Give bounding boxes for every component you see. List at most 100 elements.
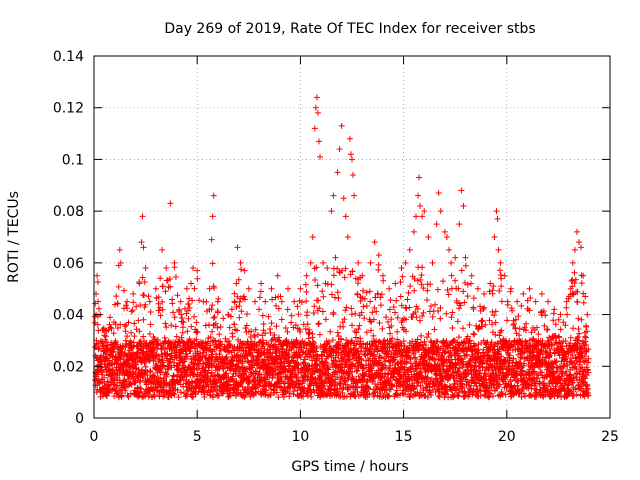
data-point: [107, 352, 114, 359]
data-point: [406, 246, 413, 253]
data-point: [245, 373, 252, 380]
data-point: [387, 297, 394, 304]
data-point: [557, 311, 564, 318]
data-point: [361, 315, 368, 322]
data-point: [286, 393, 293, 400]
data-point: [124, 298, 131, 305]
data-point: [315, 320, 322, 327]
data-point: [542, 312, 549, 319]
data-point: [130, 290, 137, 297]
data-point: [117, 259, 124, 266]
data-point: [459, 325, 466, 332]
x-tick-label: 5: [193, 429, 202, 445]
y-tick-labels: 00.020.040.060.080.10.120.14: [53, 49, 84, 427]
data-point: [222, 335, 229, 342]
data-point: [563, 298, 570, 305]
data-point: [246, 377, 253, 384]
data-point: [407, 283, 414, 290]
data-point: [209, 338, 216, 345]
data-point: [160, 393, 167, 400]
data-point: [138, 239, 145, 246]
data-point: [398, 265, 405, 272]
data-point: [208, 306, 215, 313]
data-point: [202, 322, 209, 329]
data-point: [269, 350, 276, 357]
data-point: [454, 318, 461, 325]
data-point: [196, 297, 203, 304]
data-point: [544, 326, 551, 333]
data-point: [230, 361, 237, 368]
data-point: [449, 325, 456, 332]
data-point: [179, 324, 186, 331]
data-point: [147, 321, 154, 328]
data-point: [417, 202, 424, 209]
data-point: [334, 329, 341, 336]
data-point: [563, 304, 570, 311]
data-point: [410, 228, 417, 235]
data-point: [105, 326, 112, 333]
data-point: [175, 394, 182, 401]
data-point: [133, 303, 140, 310]
data-point: [443, 234, 450, 240]
data-point: [325, 366, 332, 373]
data-point: [189, 394, 196, 401]
data-point: [491, 234, 498, 240]
data-point: [186, 304, 193, 311]
data-point: [418, 332, 425, 339]
data-point: [311, 303, 318, 310]
data-point: [93, 371, 100, 378]
data-point: [234, 390, 241, 397]
data-point: [302, 281, 309, 288]
data-point: [194, 329, 201, 336]
data-point: [321, 380, 328, 387]
data-point: [295, 361, 302, 368]
data-point: [209, 260, 216, 267]
data-point: [174, 292, 181, 299]
data-point: [375, 252, 382, 259]
data-point: [234, 244, 241, 251]
data-point: [448, 314, 455, 321]
data-point: [128, 329, 135, 336]
data-point: [278, 298, 285, 305]
data-point: [164, 366, 171, 373]
data-point: [309, 371, 316, 378]
data-point: [151, 373, 158, 380]
data-point: [212, 320, 219, 327]
data-point: [348, 305, 355, 312]
data-point: [350, 171, 357, 178]
data-point: [172, 273, 179, 280]
data-point: [252, 326, 259, 333]
data-point: [241, 267, 248, 274]
data-point: [174, 355, 181, 362]
data-point: [550, 317, 557, 324]
data-points: [91, 94, 592, 401]
data-point: [215, 295, 222, 302]
data-point: [330, 192, 337, 199]
data-point: [583, 323, 590, 330]
data-point: [142, 265, 149, 272]
data-point: [117, 321, 124, 328]
data-point: [355, 259, 362, 266]
data-point: [346, 135, 353, 142]
data-point: [535, 331, 542, 338]
data-point: [461, 299, 468, 306]
data-point: [236, 314, 243, 321]
data-point: [234, 327, 241, 334]
data-point: [295, 369, 302, 376]
data-point: [147, 357, 154, 364]
data-point: [155, 341, 162, 348]
data-point: [481, 290, 488, 297]
data-point: [194, 267, 201, 274]
data-point: [318, 376, 325, 383]
y-tick-label: 0: [75, 411, 84, 427]
y-tick-label: 0.14: [53, 49, 84, 65]
data-point: [437, 315, 444, 322]
data-point: [235, 276, 242, 283]
data-point: [445, 291, 452, 298]
data-point: [288, 319, 295, 326]
data-point: [272, 294, 279, 301]
data-point: [139, 274, 146, 281]
data-point: [187, 348, 194, 355]
data-point: [576, 239, 583, 246]
